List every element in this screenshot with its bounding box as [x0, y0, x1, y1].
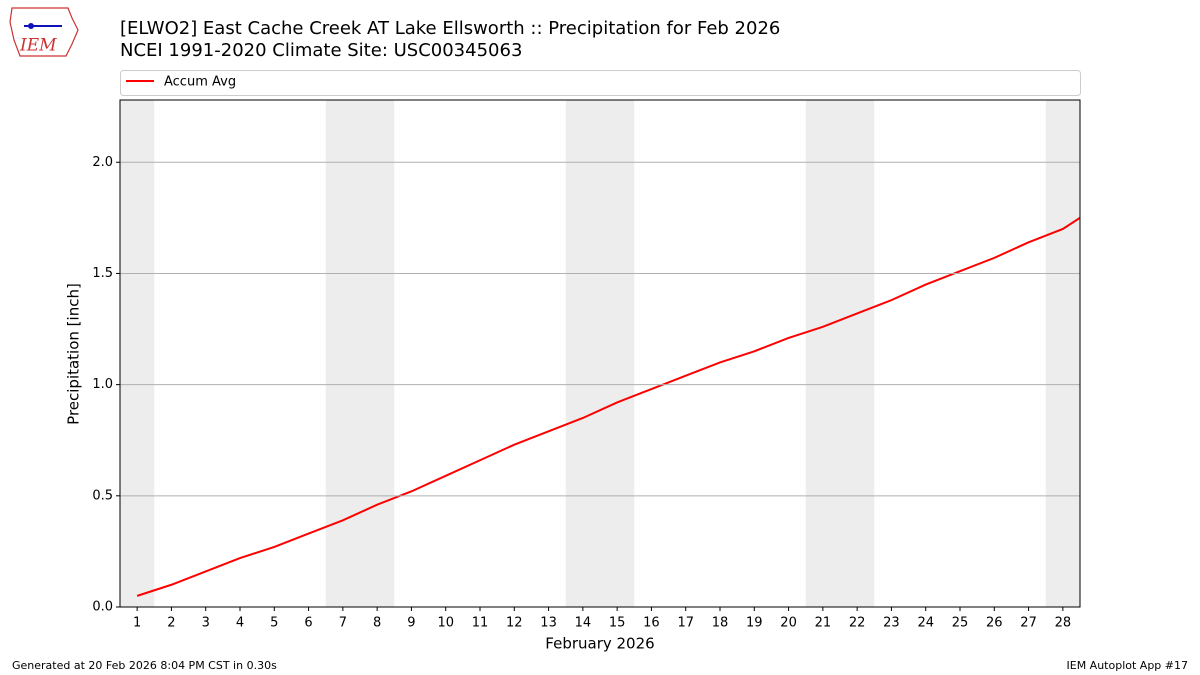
weekend-band: [840, 100, 875, 607]
x-tick-label: 23: [883, 616, 900, 631]
x-tick-label: 20: [780, 616, 797, 631]
chart-subtitle: NCEI 1991-2020 Climate Site: USC00345063: [120, 40, 522, 61]
x-tick-label: 22: [849, 616, 866, 631]
x-tick-label: 28: [1055, 616, 1072, 631]
weekend-band: [805, 100, 840, 607]
y-tick-label: 1.0: [92, 377, 113, 392]
weekend-band: [600, 100, 635, 607]
x-tick-label: 4: [236, 616, 244, 631]
footer-right: IEM Autoplot App #17: [1067, 659, 1189, 672]
data-line: [136, 216, 1080, 597]
x-tick-label: 6: [304, 616, 312, 631]
x-tick-label: 14: [575, 616, 592, 631]
x-tick-label: 17: [677, 616, 694, 631]
y-tick-label: 0.0: [92, 600, 113, 615]
y-tick-label: 2.0: [92, 155, 113, 170]
x-tick-label: 8: [373, 616, 381, 631]
y-tick-label: 1.5: [92, 266, 113, 281]
x-tick-label: 10: [437, 616, 454, 631]
chart-title: [ELWO2] East Cache Creek AT Lake Ellswor…: [120, 18, 780, 39]
logo-text: IEM: [19, 36, 57, 56]
x-tick-label: 18: [712, 616, 729, 631]
legend-box: [120, 70, 1081, 96]
weekend-band: [1045, 100, 1080, 607]
x-tick-label: 11: [472, 616, 489, 631]
plot-area: [120, 100, 1080, 607]
x-tick-label: 16: [643, 616, 660, 631]
x-tick-label: 27: [1020, 616, 1037, 631]
logo: IEM: [9, 7, 79, 57]
x-tick-label: 9: [407, 616, 415, 631]
x-tick-label: 7: [339, 616, 347, 631]
weekend-band: [565, 100, 600, 607]
x-tick-label: 25: [952, 616, 969, 631]
x-tick-label: 5: [270, 616, 278, 631]
x-tick-label: 21: [815, 616, 832, 631]
x-tick-label: 13: [540, 616, 557, 631]
x-tick-label: 26: [986, 616, 1003, 631]
x-tick-label: 12: [506, 616, 523, 631]
x-tick-label: 24: [917, 616, 934, 631]
x-tick-label: 15: [609, 616, 626, 631]
weekend-band: [360, 100, 395, 607]
x-axis-label: February 2026: [545, 635, 654, 653]
y-axis-label: Precipitation [inch]: [65, 283, 83, 425]
footer-left: Generated at 20 Feb 2026 8:04 PM CST in …: [12, 659, 277, 672]
weekend-band: [120, 100, 155, 607]
legend-label: Accum Avg: [164, 75, 236, 90]
x-tick-label: 1: [133, 616, 141, 631]
y-tick-label: 0.5: [92, 488, 113, 503]
x-tick-label: 3: [202, 616, 210, 631]
x-tick-label: 19: [746, 616, 763, 631]
weekend-band: [325, 100, 360, 607]
plot-frame: [119, 99, 1081, 608]
x-tick-label: 2: [167, 616, 175, 631]
